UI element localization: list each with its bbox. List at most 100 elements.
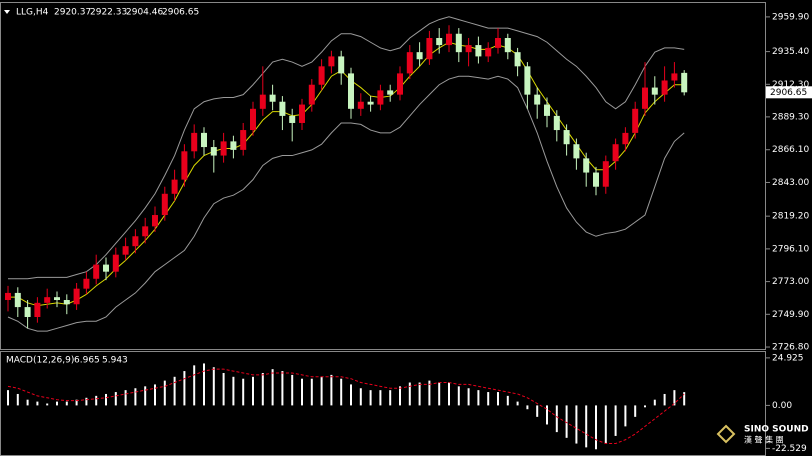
candle-body <box>651 87 658 95</box>
line <box>8 16 685 280</box>
logo: SINO SOUND 漢 聲 集 團 <box>716 424 809 445</box>
logo-icon <box>716 424 736 444</box>
candle-body <box>514 52 521 67</box>
candle-body <box>446 33 452 46</box>
y-tick-label: 2819.20 <box>772 212 809 222</box>
candle-body <box>544 104 550 116</box>
menu-arrow <box>4 10 10 14</box>
macd-hist-value: 6.965 <box>74 356 100 366</box>
header-low: 2904.46 <box>126 8 163 18</box>
macd-title: MACD(12,26,9) <box>6 356 74 366</box>
candle-body <box>465 45 472 53</box>
candle-body <box>534 94 541 105</box>
y-tick-label: 2796.10 <box>772 244 809 254</box>
candle-body <box>14 292 21 308</box>
candle-body <box>357 101 364 109</box>
candle-body <box>73 288 80 305</box>
candle-body <box>191 132 198 152</box>
candle-body <box>406 52 413 74</box>
y-tick-label: 2959.90 <box>772 12 809 22</box>
candle-body <box>103 264 109 272</box>
logo-chinese: 漢 聲 集 團 <box>744 435 784 445</box>
candle-body <box>475 45 482 57</box>
candle-body <box>308 84 315 105</box>
candle-body <box>34 302 41 318</box>
candle-body <box>681 72 688 93</box>
candle-body <box>171 179 178 194</box>
candle-body <box>328 56 335 67</box>
y-tick-label: -22.529 <box>772 444 807 454</box>
candle-body <box>122 246 129 255</box>
price-layer <box>5 16 812 348</box>
y-tick-label: 2749.90 <box>772 310 809 320</box>
price-panel-border <box>0 2 766 350</box>
candle-body <box>573 144 580 159</box>
candle-body <box>318 66 325 85</box>
candle-body <box>632 108 639 133</box>
y-tick-label: 24.925 <box>772 353 804 363</box>
candle-body <box>553 115 560 131</box>
symbol: LLG,H4 <box>16 8 49 18</box>
y-tick-label: 2866.10 <box>772 145 809 155</box>
candle-body <box>593 172 599 187</box>
last-price-box <box>766 86 812 99</box>
candle-body <box>142 226 149 237</box>
candle-body <box>671 73 678 81</box>
candle-body <box>112 254 119 272</box>
line <box>7 75 685 332</box>
candle-body <box>201 132 207 148</box>
candle-body <box>161 193 168 216</box>
candle-body <box>132 236 139 247</box>
macd-signal-value: 5.943 <box>102 356 128 366</box>
candle-body <box>612 144 619 162</box>
candle-body <box>54 297 60 301</box>
candle-body <box>583 158 590 173</box>
logo-name: SINO SOUND <box>744 425 809 435</box>
candle-body <box>642 87 648 109</box>
candle-body <box>279 101 286 116</box>
header-open: 2920.37 <box>54 8 91 18</box>
candle-body <box>181 151 188 180</box>
candle-body <box>436 37 443 46</box>
y-tick-label: 2726.80 <box>772 343 809 353</box>
y-tick-label: 2912.30 <box>772 80 809 90</box>
y-tick-label: 2889.30 <box>772 112 809 122</box>
candle-body <box>83 278 90 289</box>
header-close: 2906.65 <box>162 8 199 18</box>
candle-body <box>563 130 570 145</box>
candle-body <box>338 56 345 74</box>
candle-body <box>259 94 266 109</box>
line <box>8 41 685 307</box>
text-layer: LLG,H4 2920.37 2922.33 2904.46 2906.65 M… <box>6 8 809 454</box>
candle-body <box>622 132 629 145</box>
candle-body <box>387 90 394 95</box>
candle-body <box>210 147 217 156</box>
candle-body <box>5 292 11 301</box>
candle-body <box>504 37 511 53</box>
candle-body <box>220 141 227 156</box>
candle-body <box>230 141 237 150</box>
line <box>7 368 685 445</box>
candle-body <box>152 215 158 227</box>
candle-body <box>269 94 276 102</box>
header-high: 2922.33 <box>90 8 127 18</box>
candle-body <box>63 300 70 305</box>
candle-body <box>93 264 100 279</box>
candle-body <box>455 33 462 53</box>
candle-body <box>24 307 31 318</box>
candle-body <box>602 161 609 187</box>
candle-body <box>485 47 492 57</box>
candle-body <box>299 104 305 123</box>
candle-body <box>495 37 501 48</box>
candle-body <box>377 90 384 105</box>
candle-body <box>416 52 423 60</box>
candle-body <box>524 66 531 95</box>
candle-body <box>661 80 668 95</box>
y-tick-label: 0.00 <box>772 401 792 411</box>
candle-body <box>426 37 433 60</box>
last-price-label: 2906.65 <box>770 88 807 98</box>
candle-body <box>250 108 256 131</box>
